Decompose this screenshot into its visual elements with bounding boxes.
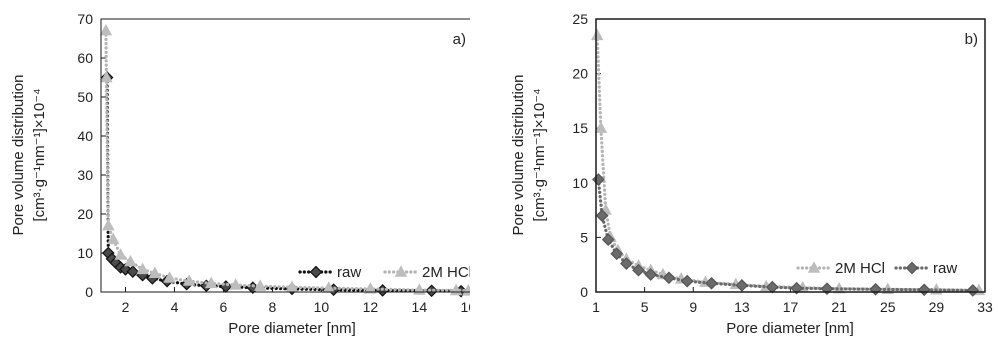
x-tick-label: 4: [171, 299, 179, 315]
x-tick-label: 10: [314, 299, 330, 315]
series-point-1: [601, 233, 615, 246]
series-point-1: [680, 274, 694, 288]
series-point-0: [219, 280, 233, 293]
series-point-1: [285, 280, 299, 292]
x-axis-title: Pore diameter [nm]: [726, 320, 854, 337]
y-tick-label: 30: [77, 167, 93, 183]
series-point-1: [735, 279, 749, 292]
plot-frame: [100, 18, 470, 293]
x-tick-label: 13: [734, 299, 750, 315]
y-tick-label: 25: [572, 11, 588, 27]
series-point-1: [124, 254, 137, 267]
x-tick-label: 2: [122, 299, 130, 315]
series-point-1: [99, 23, 113, 36]
y-tick-label: 0: [580, 284, 588, 300]
x-tick-label: 33: [977, 299, 993, 315]
legend-marker: [394, 265, 408, 277]
x-tick-label: 9: [689, 299, 697, 315]
legend-label: raw: [337, 264, 361, 281]
y-tick-label: 40: [77, 128, 93, 144]
legend-label: raw: [933, 260, 957, 277]
series-point-1: [917, 283, 931, 297]
legend: raw 2M HCl: [298, 264, 470, 281]
series-point-1: [869, 282, 882, 296]
series-point-0: [594, 121, 608, 133]
series-point-1: [790, 281, 803, 295]
series-point-0: [425, 284, 438, 298]
y-axis-title-line1: Pore volume distribution: [510, 75, 527, 236]
series-point-1: [100, 70, 113, 83]
x-tick-label: 12: [363, 299, 379, 315]
x-tick-label: 25: [880, 299, 896, 315]
y-axis-title-line1: Pore volume distribution: [10, 75, 27, 236]
legend-marker: [905, 261, 919, 275]
series-point-0: [126, 265, 140, 279]
series-point-1: [182, 274, 196, 286]
series-point-1: [229, 278, 242, 290]
series-point-1: [592, 173, 605, 186]
series-line-0: [595, 33, 981, 292]
series-point-1: [966, 284, 980, 297]
series-line-0: [105, 75, 463, 293]
x-tick-label: 8: [269, 299, 277, 315]
series-point-1: [364, 282, 377, 294]
x-tick-label: 29: [929, 299, 945, 315]
series-point-1: [462, 284, 470, 296]
series-point-1: [106, 232, 120, 245]
series-point-1: [114, 248, 127, 260]
y-tick-label: 5: [580, 229, 588, 245]
y-tick-label: 10: [77, 245, 93, 261]
chart-panel-a: 2 4 6 8 10 12 14 16 0 10 20 30 40 50 60 70 a) Pore diam…: [10, 11, 470, 337]
x-tick-label: 6: [220, 299, 228, 315]
plot-frame: [595, 18, 986, 293]
panel-label: b): [965, 31, 978, 48]
y-axis-title-line2: [cm³·g⁻¹nm⁻¹]×10⁻⁴: [31, 88, 48, 221]
series-point-1: [632, 263, 645, 277]
series-point-1: [595, 209, 609, 222]
x-tick-label: 14: [412, 299, 428, 315]
series-point-1: [253, 279, 267, 291]
series-point-1: [610, 247, 624, 261]
series-point-1: [204, 276, 218, 289]
y-tick-label: 0: [85, 284, 93, 300]
panel-label: a): [453, 31, 466, 48]
series-point-1: [644, 268, 658, 281]
legend-label: 2M HCl: [422, 264, 470, 281]
y-tick-label: 70: [77, 11, 93, 27]
y-tick-label: 15: [572, 120, 588, 136]
series-point-1: [148, 266, 162, 278]
legend: 2M HCl raw: [796, 260, 957, 277]
series-point-0: [590, 28, 604, 41]
series-point-1: [136, 262, 149, 275]
series-point-1: [102, 218, 115, 231]
series-point-1: [620, 257, 633, 270]
x-tick-label: 1: [592, 299, 600, 315]
x-axis-title: Pore diameter [nm]: [228, 320, 356, 337]
x-tick-label: 17: [783, 299, 799, 315]
y-tick-label: 10: [572, 175, 588, 191]
x-tick-label: 16: [461, 299, 470, 315]
y-tick-label: 50: [77, 89, 93, 105]
x-tick-label: 21: [831, 299, 847, 315]
y-tick-label: 20: [77, 206, 93, 222]
series-point-1: [662, 271, 676, 285]
legend-marker: [807, 261, 821, 273]
series-point-1: [163, 271, 176, 283]
series-line-1: [104, 29, 470, 293]
series-point-1: [705, 276, 718, 290]
y-axis-title-line2: [cm³·g⁻¹nm⁻¹]×10⁻⁴: [531, 88, 548, 221]
x-tick-label: 5: [641, 299, 649, 315]
y-tick-label: 20: [572, 66, 588, 82]
y-tick-label: 60: [77, 50, 93, 66]
legend-label: 2M HCl: [835, 260, 885, 277]
legend-marker: [309, 265, 323, 279]
